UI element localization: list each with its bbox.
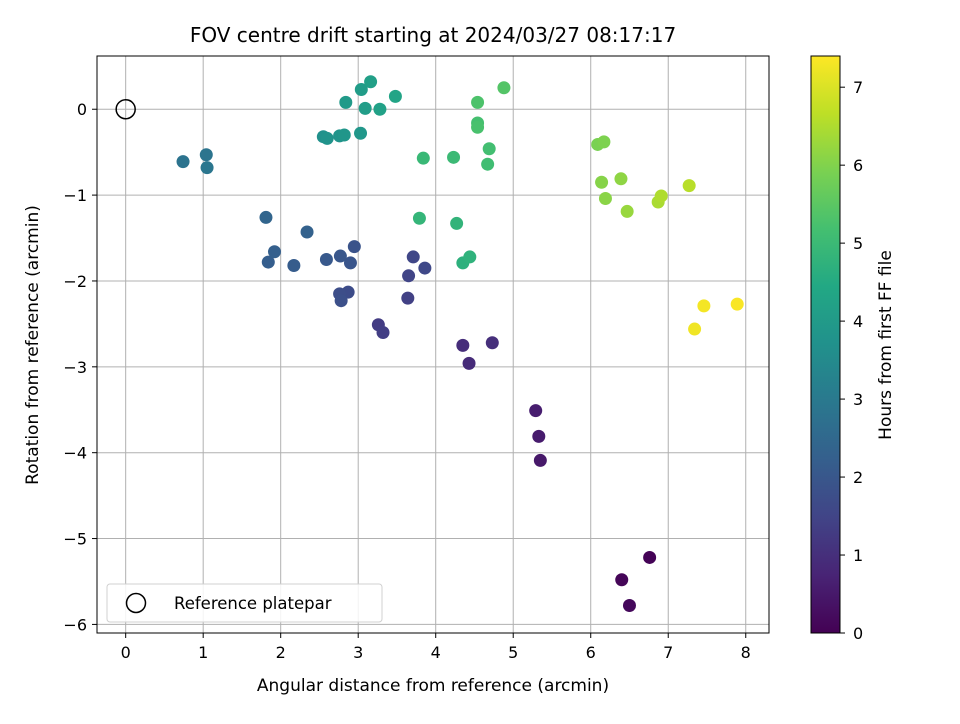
data-point [622,599,636,613]
legend-marker-icon [125,592,147,614]
data-point [447,150,461,164]
y-tick-label: −4 [63,444,87,463]
x-tick-label: 2 [276,643,286,662]
data-point [358,101,372,115]
chart-title: FOV centre drift starting at 2024/03/27 … [190,23,676,47]
x-tick-label: 0 [121,643,131,662]
data-point [614,172,628,186]
data-point [471,95,485,109]
legend-label: Reference platepar [174,594,332,613]
data-point [343,256,357,270]
reference-platepar-marker [115,98,136,120]
data-point [688,322,702,336]
data-point [376,325,390,339]
data-point [529,404,543,418]
data-point [401,291,415,305]
data-point [287,259,301,273]
data-point [337,128,351,142]
colorbar-tick-label: 5 [853,234,863,253]
colorbar-ticks: 0 1 2 3 4 5 6 7 [840,78,863,643]
data-point [456,338,470,352]
data-point [300,225,314,239]
data-point [450,216,464,230]
data-point [462,356,476,370]
x-tick-label: 1 [198,643,208,662]
data-point [497,81,511,95]
data-point [620,204,634,218]
data-point [354,126,368,140]
data-point [418,261,432,275]
colorbar-tick-label: 0 [853,624,863,643]
data-point [598,192,612,206]
data-point [532,429,546,443]
y-axis-ticks: 0 −1 −2 −3 −4 −5 −6 [63,100,97,634]
data-point [199,148,213,162]
data-point [412,211,426,225]
data-point [471,120,485,134]
data-point [347,240,361,254]
data-point [259,210,273,224]
colorbar-tick-label: 7 [853,78,863,97]
x-axis-label: Angular distance from reference (arcmin) [257,676,609,696]
x-tick-label: 4 [431,643,441,662]
x-tick-label: 3 [353,643,363,662]
colorbar-tick-label: 1 [853,546,863,565]
plot-frame [96,55,770,634]
data-point [643,550,657,564]
data-point [597,135,611,149]
data-point [406,250,420,264]
data-point [320,131,334,145]
colorbar-tick-label: 4 [853,312,863,331]
data-point [595,175,609,189]
y-tick-label: −6 [63,615,87,634]
colorbar-tick-label: 6 [853,156,863,175]
data-point [402,269,416,283]
data-point [333,249,347,263]
data-point [339,95,353,109]
x-axis-ticks: 0 1 2 3 4 5 6 7 8 [121,633,751,662]
data-point [176,155,190,169]
colorbar-frame [810,55,841,634]
y-tick-label: −5 [63,530,87,549]
data-point [482,142,496,156]
legend-box [106,583,383,623]
data-point [697,299,711,313]
colorbar-label: Hours from first FF file [876,250,896,440]
x-tick-label: 7 [663,643,673,662]
y-axis-label: Rotation from reference (arcmin) [23,205,43,485]
y-tick-label: 0 [77,100,87,119]
data-point [654,189,668,203]
y-tick-label: −1 [63,186,87,205]
data-point [388,89,402,103]
data-point [373,102,387,116]
colorbar-gradient [811,56,840,633]
y-tick-label: −3 [63,358,87,377]
data-point [463,250,477,264]
x-tick-label: 6 [586,643,596,662]
data-point [261,255,275,269]
data-point [682,179,696,193]
data-point [354,82,368,96]
legend: Reference platepar [106,583,383,623]
y-tick-label: −2 [63,272,87,291]
x-tick-label: 8 [741,643,751,662]
colorbar: 0 1 2 3 4 5 6 7 Hours from first FF file [810,55,896,643]
data-point [615,573,629,587]
x-tick-label: 5 [508,643,518,662]
data-point [533,453,547,467]
data-point [485,336,499,350]
data-point [200,161,214,175]
data-points [176,75,744,613]
data-point [319,252,333,266]
data-point [334,294,348,308]
data-point [481,157,495,171]
colorbar-tick-label: 3 [853,390,863,409]
data-point [267,245,281,259]
data-point [364,75,378,89]
colorbar-tick-label: 2 [853,468,863,487]
data-point [730,297,744,311]
data-point [416,151,430,165]
